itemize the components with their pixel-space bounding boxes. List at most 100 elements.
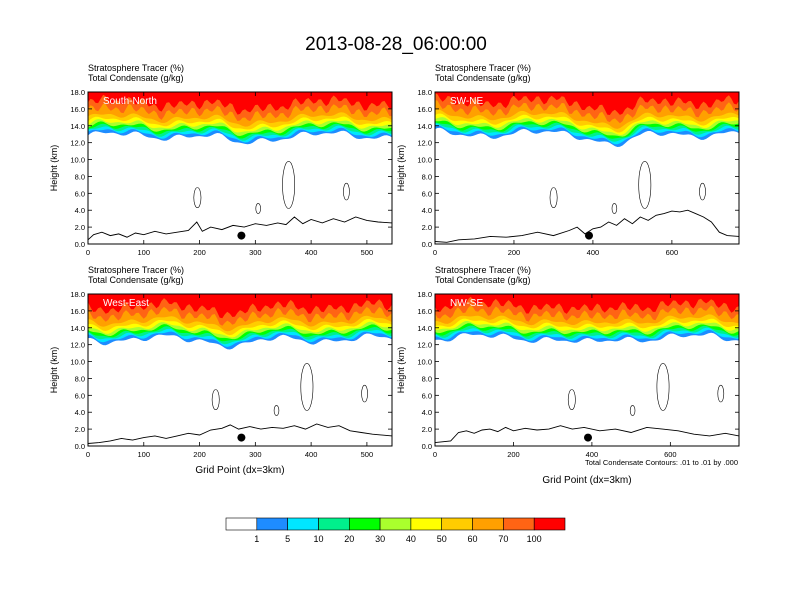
y-tick-label: 16.0 [417, 105, 432, 114]
condensate-contour [211, 389, 220, 411]
y-tick-label: 0.0 [75, 442, 85, 451]
y-tick-label: 0.0 [422, 442, 432, 451]
colorbar-swatch [318, 517, 350, 531]
condensate-contour [549, 187, 558, 209]
condensate-contour [300, 362, 314, 411]
terrain-line [435, 425, 739, 444]
y-tick-label: 14.0 [70, 324, 85, 333]
colorbar-label: 100 [527, 534, 542, 544]
y-tick-label: 10.0 [417, 358, 432, 367]
y-tick-label: 2.0 [422, 425, 432, 434]
panel-sw-ne: SW-NE Stratosphere Tracer (%)Total Conden… [396, 63, 740, 257]
x-tick-label: 500 [361, 248, 374, 257]
condensate-contour [638, 160, 652, 209]
panel-west-east: West-East Stratosphere Tracer (%)Total Co… [49, 265, 393, 476]
x-tick-label: 400 [305, 248, 318, 257]
y-tick-label: 6.0 [422, 189, 432, 198]
colorbar-label: 30 [375, 534, 385, 544]
condensate-contour [656, 362, 670, 411]
y-tick-label: 4.0 [422, 408, 432, 417]
y-tick-label: 6.0 [75, 391, 85, 400]
terrain-line [88, 423, 392, 444]
x-tick-label: 200 [193, 450, 206, 459]
y-axis-label: Height (km) [396, 145, 406, 192]
panel-title-line1: Stratosphere Tracer (%) [435, 265, 531, 275]
y-tick-label: 16.0 [70, 105, 85, 114]
x-tick-label: 300 [249, 450, 262, 459]
tracer-band [88, 294, 392, 319]
x-tick-label: 300 [249, 248, 262, 257]
x-axis-label: Grid Point (dx=3km) [542, 475, 631, 486]
x-tick-label: 600 [666, 248, 679, 257]
terrain-line [88, 216, 392, 241]
x-tick-label: 400 [305, 450, 318, 459]
colorbar-swatch [441, 517, 473, 531]
y-tick-label: 10.0 [70, 358, 85, 367]
colorbar-label: 10 [313, 534, 323, 544]
y-tick-label: 10.0 [70, 156, 85, 165]
y-tick-label: 10.0 [417, 156, 432, 165]
y-tick-label: 2.0 [75, 425, 85, 434]
x-tick-label: 200 [193, 248, 206, 257]
colorbar-swatch [379, 517, 412, 531]
panel-label: South-North [103, 96, 157, 107]
colorbar-swatch [256, 517, 288, 531]
panel-label: West-East [103, 298, 149, 309]
x-tick-label: 0 [86, 450, 90, 459]
tracer-band [88, 92, 392, 115]
y-axis-label: Height (km) [396, 347, 406, 394]
x-tick-label: 400 [587, 248, 600, 257]
panel-title-line1: Stratosphere Tracer (%) [88, 63, 184, 73]
panel-title-line1: Stratosphere Tracer (%) [88, 265, 184, 275]
panel-label: SW-NE [450, 96, 483, 107]
x-tick-label: 100 [138, 248, 151, 257]
x-tick-label: 0 [86, 248, 90, 257]
y-tick-label: 8.0 [75, 374, 85, 383]
location-marker [584, 433, 592, 442]
y-tick-label: 18.0 [70, 290, 85, 299]
y-tick-label: 18.0 [70, 88, 85, 97]
condensate-contour [193, 187, 202, 209]
x-tick-label: 100 [138, 450, 151, 459]
y-tick-label: 12.0 [417, 139, 432, 148]
y-tick-label: 14.0 [417, 324, 432, 333]
y-tick-label: 18.0 [417, 88, 432, 97]
location-marker [237, 231, 246, 240]
y-tick-label: 12.0 [70, 341, 85, 350]
colorbar-swatch [533, 517, 566, 531]
condensate-contour [611, 203, 618, 214]
condensate-contour [282, 160, 295, 209]
y-tick-label: 4.0 [75, 408, 85, 417]
y-tick-label: 8.0 [422, 172, 432, 181]
y-tick-label: 8.0 [75, 172, 85, 181]
panel-label: NW-SE [450, 298, 483, 309]
condensate-contour [273, 405, 280, 416]
panel-title-line2: Total Condensate (g/kg) [88, 73, 184, 83]
x-tick-label: 200 [507, 450, 520, 459]
x-tick-label: 0 [433, 248, 437, 257]
colorbar-swatch [503, 517, 535, 531]
figure-title: 2013-08-28_06:00:00 [305, 34, 487, 55]
y-tick-label: 12.0 [70, 139, 85, 148]
colorbar-swatch [287, 517, 319, 531]
y-tick-label: 6.0 [422, 391, 432, 400]
location-marker [585, 231, 593, 240]
x-tick-label: 500 [361, 450, 374, 459]
condensate-contour [717, 384, 725, 403]
colorbar-label: 1 [254, 534, 259, 544]
condensate-contour [255, 203, 261, 214]
plot-frame [434, 91, 740, 245]
x-tick-label: 0 [433, 450, 437, 459]
y-tick-label: 6.0 [75, 189, 85, 198]
y-tick-label: 4.0 [75, 206, 85, 215]
panel-title-line2: Total Condensate (g/kg) [435, 275, 531, 285]
x-tick-label: 200 [508, 248, 521, 257]
terrain-line [435, 209, 739, 243]
y-tick-label: 14.0 [70, 122, 85, 131]
y-tick-label: 0.0 [75, 240, 85, 249]
plot-frame [434, 293, 740, 447]
y-tick-label: 2.0 [422, 223, 432, 232]
contour-note: Total Condensate Contours: .01 to .01 by… [585, 458, 738, 467]
panel-title-line2: Total Condensate (g/kg) [88, 275, 184, 285]
